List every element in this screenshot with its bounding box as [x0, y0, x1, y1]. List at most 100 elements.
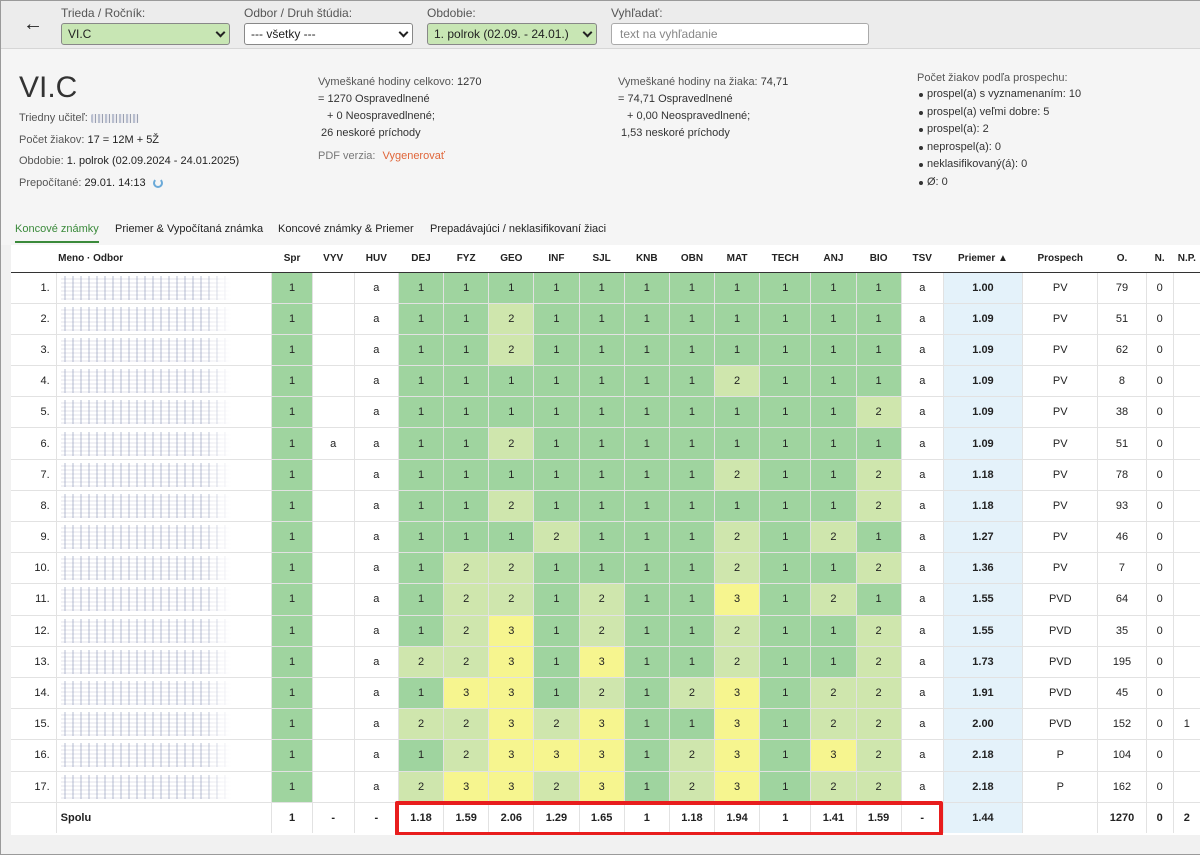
- grade-cell: 3: [579, 771, 625, 803]
- row-number: 13.: [11, 646, 57, 678]
- table-row[interactable]: 2. 1 a 1 1 2 1 1 1 1 1 1 1 1 a 1.09 PV 51 0: [11, 303, 1200, 335]
- grade-cell: [312, 334, 355, 367]
- absence-cell: [1173, 272, 1200, 304]
- grade-cell: 2: [856, 771, 902, 803]
- average-cell: 1.18: [943, 490, 1024, 523]
- grade-cell: 1: [669, 396, 716, 429]
- student-name: [56, 583, 273, 616]
- grade-cell: a: [901, 459, 944, 491]
- grade-cell: 1: [271, 677, 313, 710]
- row-number: 8.: [11, 490, 57, 523]
- generate-pdf-link[interactable]: Vygenerovať: [382, 150, 445, 162]
- per-student-value: 74,71: [760, 76, 789, 88]
- grade-cell: 1: [271, 583, 313, 616]
- student-name: [56, 272, 273, 304]
- absence-cell: 62: [1097, 334, 1147, 367]
- grade-cell: 1: [759, 552, 812, 585]
- grade-cell: a: [354, 365, 399, 398]
- table-row[interactable]: 11. 1 a 1 2 2 1 2 1 1 3 1 2 1 a 1.55 PVD 64 0: [11, 583, 1200, 616]
- grade-cell: 3: [488, 739, 535, 772]
- table-row[interactable]: 1. 1 a 1 1 1 1 1 1 1 1 1 1 1 a 1.00 PV 79 0: [11, 272, 1200, 304]
- table-row[interactable]: 14. 1 a 1 3 3 1 2 1 2 3 1 2 2 a 1.91 PVD 45 0: [11, 677, 1200, 710]
- grade-cell: 1: [271, 552, 313, 585]
- table-row[interactable]: 8. 1 a 1 1 2 1 1 1 1 1 1 1 2 a 1.18 PV 93 0: [11, 490, 1200, 523]
- table-row[interactable]: 15. 1 a 2 2 3 2 3 1 1 3 1 2 2 a 2.00 PVD 152 0 1: [11, 708, 1200, 741]
- grade-cell: 1: [271, 427, 313, 460]
- average-cell: 1.09: [943, 365, 1024, 398]
- grade-cell: a: [354, 427, 399, 460]
- tab-final-and-average[interactable]: Koncové známky & Priemer: [278, 223, 414, 235]
- table-row[interactable]: 7. 1 a 1 1 1 1 1 1 1 2 1 1 2 a 1.18 PV 78 0: [11, 459, 1200, 491]
- grade-cell: a: [354, 739, 399, 772]
- grade-cell: [312, 552, 355, 585]
- grade-cell: a: [354, 334, 399, 367]
- class-select-value: VI.C: [68, 27, 92, 41]
- average-cell: 1.73: [943, 646, 1024, 678]
- refresh-icon[interactable]: [152, 178, 163, 189]
- grade-cell: [312, 303, 355, 335]
- search-input[interactable]: text na vyhľadanie: [611, 23, 869, 45]
- search-label: Vyhľadať:: [611, 6, 663, 20]
- table-row[interactable]: 4. 1 a 1 1 1 1 1 1 1 2 1 1 1 a 1.09 PV 8 0: [11, 365, 1200, 398]
- average-cell: 2.00: [943, 708, 1024, 741]
- redacted-student-name: [60, 743, 231, 768]
- absence-cell: 0: [1146, 303, 1174, 335]
- table-row[interactable]: 5. 1 a 1 1 1 1 1 1 1 1 1 1 2 a 1.09 PV 38 0: [11, 396, 1200, 429]
- grade-cell: a: [901, 583, 944, 616]
- grade-cell: 1: [271, 334, 313, 367]
- program-select[interactable]: --- všetky ---: [244, 23, 413, 45]
- tab-failing-students[interactable]: Prepadávajúci / neklasifikovaní žiaci: [430, 223, 607, 235]
- absence-cell: 79: [1097, 272, 1147, 304]
- table-header-row: Meno · Odbor Spr VYV HUV DEJ FYZ GEO INF SJL KNB O…: [11, 245, 1200, 273]
- table-row[interactable]: 10. 1 a 1 2 2 1 1 1 1 2 1 1 2 a 1.36 PV 7 0: [11, 552, 1200, 585]
- table-row[interactable]: 13. 1 a 2 2 3 1 3 1 1 2 1 1 2 a 1.73 PVD 195 0: [11, 646, 1200, 678]
- tab-final-grades[interactable]: Koncové známky: [15, 223, 99, 243]
- grade-cell: 3: [714, 739, 761, 772]
- grade-cell: 2: [714, 365, 761, 398]
- period-select[interactable]: 1. polrok (02.09. - 24.01.): [427, 23, 597, 45]
- grade-cell: 1: [271, 521, 313, 554]
- subject-average-cell: 1.18: [669, 801, 716, 834]
- grade-cell: 1: [624, 365, 670, 398]
- grade-cell: a: [312, 427, 355, 460]
- grade-cell: 2: [443, 583, 490, 616]
- redacted-student-name: [60, 493, 231, 518]
- result-cell: PV: [1022, 365, 1099, 398]
- result-cell: PVD: [1022, 708, 1099, 741]
- grade-cell: 3: [714, 677, 761, 710]
- grade-cell: 1: [856, 365, 902, 398]
- grade-cell: 1: [443, 303, 490, 335]
- grade-cell: 2: [488, 303, 535, 335]
- grade-cell: 1: [533, 396, 580, 429]
- grade-cell: a: [901, 708, 944, 741]
- student-name: [56, 521, 273, 554]
- table-row[interactable]: 3. 1 a 1 1 2 1 1 1 1 1 1 1 1 a 1.09 PV 62 0: [11, 334, 1200, 367]
- table-row[interactable]: 12. 1 a 1 2 3 1 2 1 1 2 1 1 2 a 1.55 PVD 35 0: [11, 615, 1200, 647]
- class-select[interactable]: VI.C: [61, 23, 230, 45]
- grade-cell: 1: [533, 677, 580, 710]
- column-header: MAT: [714, 245, 760, 273]
- grade-cell: 1: [533, 490, 580, 523]
- table-row[interactable]: 17. 1 a 2 3 3 2 3 1 2 3 1 2 2 a 2.18 P 162 0: [11, 771, 1200, 803]
- grade-cell: 1: [759, 708, 812, 741]
- column-header[interactable]: Priemer ▲: [943, 245, 1023, 273]
- total-hours-value: 1270: [457, 76, 482, 88]
- tab-average-calculated[interactable]: Priemer & Vypočítaná známka: [115, 223, 264, 235]
- table-row[interactable]: 9. 1 a 1 1 1 2 1 1 1 2 1 2 1 a 1.27 PV 46 0: [11, 521, 1200, 554]
- table-row[interactable]: 16. 1 a 1 2 3 3 3 1 2 3 1 3 2 a 2.18 P 104 0: [11, 739, 1200, 772]
- grade-cell: [312, 646, 355, 678]
- grade-cell: a: [354, 490, 399, 523]
- absence-cell: 38: [1097, 396, 1147, 429]
- grade-cell: 1: [810, 396, 857, 429]
- grade-cell: 1: [271, 365, 313, 398]
- absence-cell: 0: [1146, 646, 1174, 678]
- grade-cell: 1: [759, 739, 812, 772]
- back-arrow-icon[interactable]: ←: [23, 13, 43, 35]
- table-row[interactable]: 6. 1 a a 1 1 2 1 1 1 1 1 1 1 1 a 1.09 PV 51 0: [11, 427, 1200, 460]
- grade-cell: 1: [624, 615, 670, 647]
- grade-cell: 2: [533, 708, 580, 741]
- grade-cell: 2: [856, 646, 902, 678]
- grade-cell: 2: [488, 583, 535, 616]
- grade-cell: 1: [579, 303, 625, 335]
- grade-cell: 1: [271, 771, 313, 803]
